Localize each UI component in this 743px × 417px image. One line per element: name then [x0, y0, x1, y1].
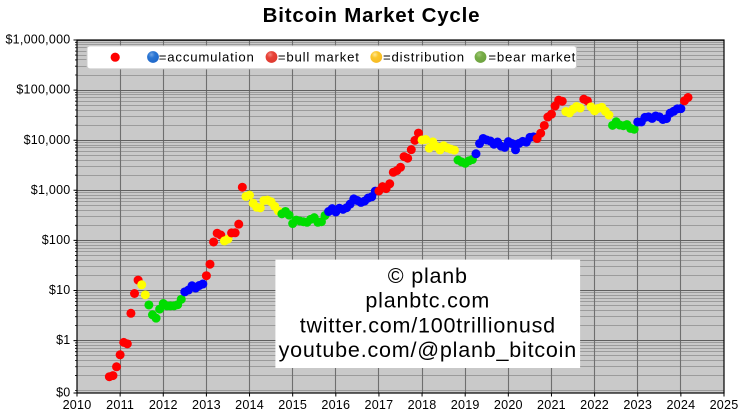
svg-text:2012: 2012 — [149, 398, 178, 412]
svg-text:=bull market: =bull market — [278, 50, 360, 65]
svg-text:$1: $1 — [56, 333, 70, 347]
svg-text:$10: $10 — [49, 283, 71, 297]
svg-text:$100: $100 — [42, 233, 71, 247]
svg-text:© planb: © planb — [388, 264, 468, 288]
svg-text:2019: 2019 — [451, 398, 480, 412]
svg-text:=bear market: =bear market — [488, 50, 576, 65]
svg-text:$1,000: $1,000 — [31, 183, 71, 197]
svg-text:=distribution: =distribution — [383, 50, 465, 65]
svg-text:2011: 2011 — [106, 398, 134, 412]
svg-text:2021: 2021 — [537, 398, 566, 412]
svg-text:2025: 2025 — [710, 398, 739, 412]
svg-text:2024: 2024 — [666, 398, 695, 412]
svg-text:2014: 2014 — [235, 398, 264, 412]
svg-text:youtube.com/@planb_bitcoin: youtube.com/@planb_bitcoin — [279, 338, 577, 362]
svg-text:Bitcoin Market Cycle: Bitcoin Market Cycle — [263, 4, 481, 27]
svg-text:2010: 2010 — [63, 398, 92, 412]
svg-text:2023: 2023 — [623, 398, 652, 412]
svg-text:=accumulation: =accumulation — [159, 50, 255, 65]
svg-text:2018: 2018 — [408, 398, 437, 412]
svg-text:$1,000,000: $1,000,000 — [5, 33, 70, 47]
svg-text:2016: 2016 — [321, 398, 350, 412]
svg-text:$0: $0 — [56, 386, 70, 400]
svg-text:twitter.com/100trillionusd: twitter.com/100trillionusd — [300, 313, 556, 337]
svg-text:2022: 2022 — [580, 398, 609, 412]
svg-text:2020: 2020 — [494, 398, 523, 412]
svg-text:2015: 2015 — [278, 398, 307, 412]
svg-text:planbtc.com: planbtc.com — [365, 289, 490, 313]
svg-text:2013: 2013 — [192, 398, 221, 412]
svg-text:$10,000: $10,000 — [24, 133, 71, 147]
svg-text:$100,000: $100,000 — [16, 83, 70, 97]
svg-text:2017: 2017 — [365, 398, 394, 412]
